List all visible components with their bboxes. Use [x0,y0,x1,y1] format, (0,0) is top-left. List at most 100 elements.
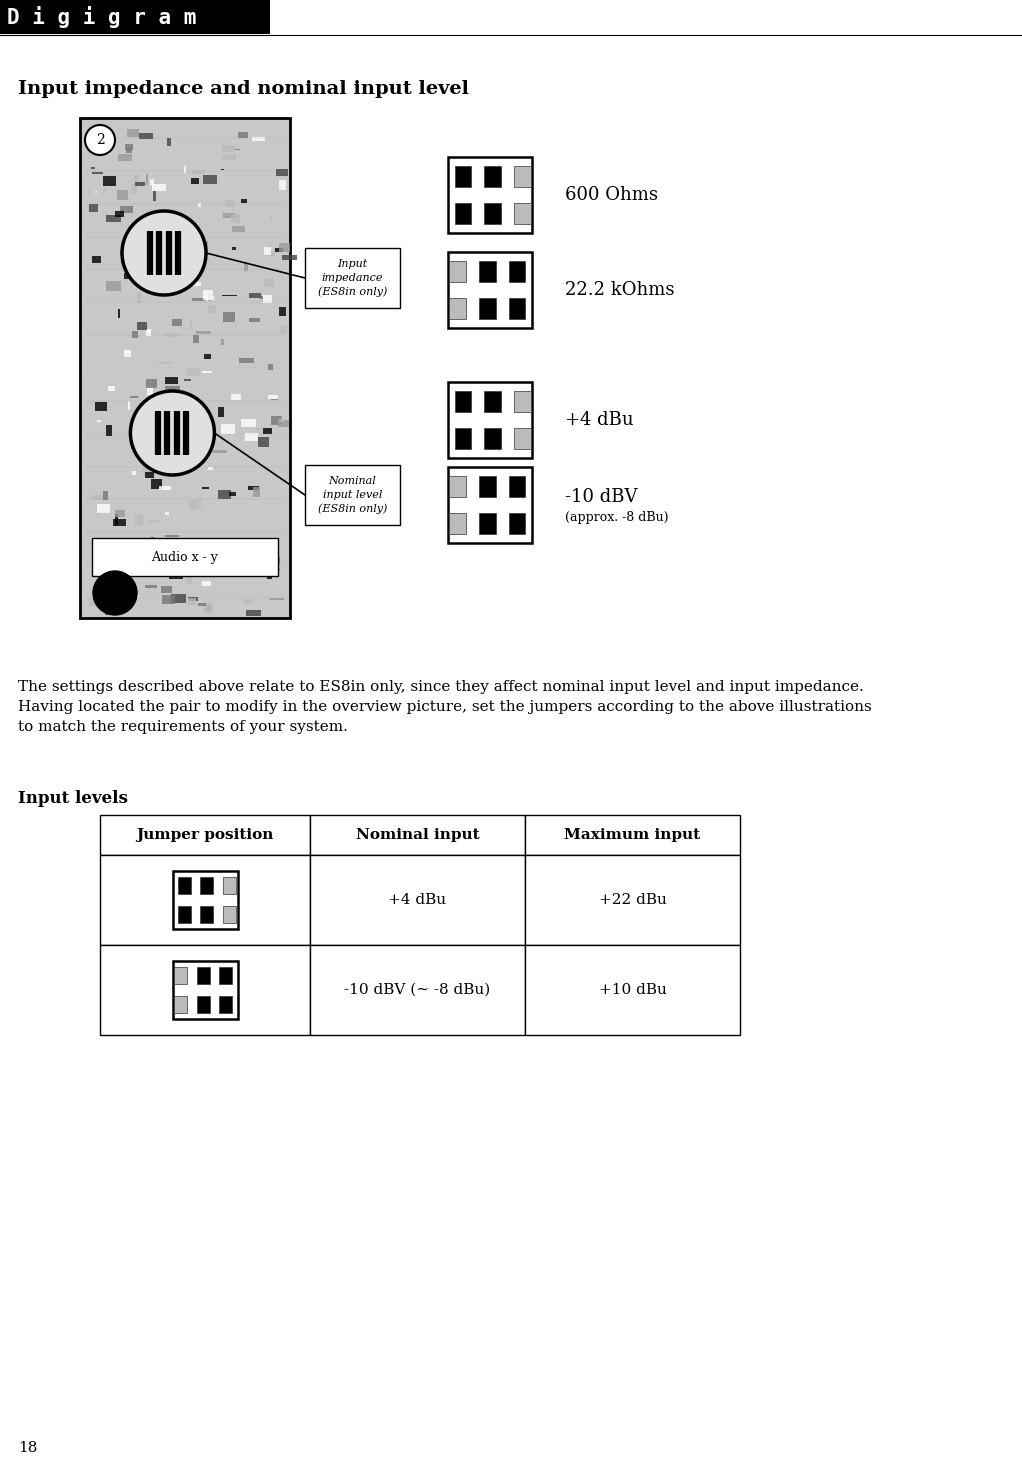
Bar [133,561,140,568]
Bar [202,487,210,490]
Bar [174,996,187,1012]
Text: Nominal
input level
(ES8in only): Nominal input level (ES8in only) [318,477,387,514]
Bar [223,542,229,545]
Text: Maximum input: Maximum input [564,827,700,842]
Bar [158,252,166,253]
Bar [253,487,261,497]
Bar [186,577,192,585]
Text: -10 dBV: -10 dBV [565,488,638,506]
Bar [222,154,236,160]
Bar [261,296,264,299]
Bar [525,855,740,946]
Bar [231,215,240,223]
Bar [241,200,247,203]
Bar [168,394,172,397]
Bar [239,437,242,440]
Bar [189,500,197,509]
Text: +10 dBu: +10 dBu [599,983,666,998]
Bar [247,487,259,490]
Bar [187,369,200,376]
Bar [173,451,179,454]
Bar [448,252,532,327]
Bar [132,471,136,475]
Bar [104,608,113,616]
Bar [165,534,179,537]
Bar [203,290,213,299]
Bar [202,296,215,302]
Bar [80,118,290,619]
Bar [100,946,310,1035]
Bar [192,299,205,300]
Bar [160,265,175,268]
Bar [189,431,200,437]
Bar [153,561,164,565]
Circle shape [93,571,137,616]
Bar [102,490,108,500]
Bar [258,437,270,447]
Bar [0,0,270,34]
Bar [243,599,252,604]
Bar [143,411,145,414]
Bar [232,225,245,232]
Bar [181,570,191,573]
Bar [214,450,227,453]
Bar [146,175,148,185]
Bar [525,946,740,1035]
Bar [131,397,138,398]
Bar [198,203,201,207]
Bar [162,596,176,604]
Bar [479,299,496,320]
Bar [188,596,198,601]
Bar [514,166,530,186]
Bar [268,571,273,579]
Bar [89,204,98,212]
Bar [117,191,128,200]
Bar [249,318,260,321]
Bar [120,206,133,213]
Bar [173,961,237,1020]
Bar [305,465,400,525]
Bar [169,577,183,579]
Bar [208,466,213,469]
Text: The settings described above relate to ES8in only, since they affect nominal inp: The settings described above relate to E… [18,679,872,734]
Bar [165,558,175,567]
Bar [92,256,101,263]
Bar [125,144,133,151]
Bar [220,968,232,984]
Bar [310,946,525,1035]
Bar [97,505,110,512]
Text: Jumper position: Jumper position [136,827,274,842]
Bar [270,559,280,568]
Bar [275,564,279,567]
Bar [154,252,161,259]
Bar [119,309,120,318]
Text: 2: 2 [96,133,104,147]
Bar [92,539,278,576]
Bar [223,906,236,922]
Bar [455,203,471,225]
Bar [103,176,117,186]
Bar [484,428,501,450]
Bar [270,213,273,222]
Circle shape [131,391,215,475]
Bar [196,332,211,334]
Bar [166,386,180,391]
Bar [166,397,170,400]
Text: 18: 18 [18,1442,38,1455]
Bar [450,299,466,320]
Bar [221,425,235,434]
Bar [166,512,169,515]
Bar [91,167,95,169]
Bar [165,558,169,564]
Bar [193,334,199,343]
Bar [103,188,106,191]
Text: D i g i g r a m: D i g i g r a m [7,6,196,28]
Bar [178,906,191,922]
Bar [150,537,154,545]
Bar [127,559,135,567]
Text: Audio x - y: Audio x - y [151,551,219,564]
Bar [514,391,530,411]
Bar [242,556,248,561]
Bar [199,497,201,509]
Bar [158,363,173,364]
